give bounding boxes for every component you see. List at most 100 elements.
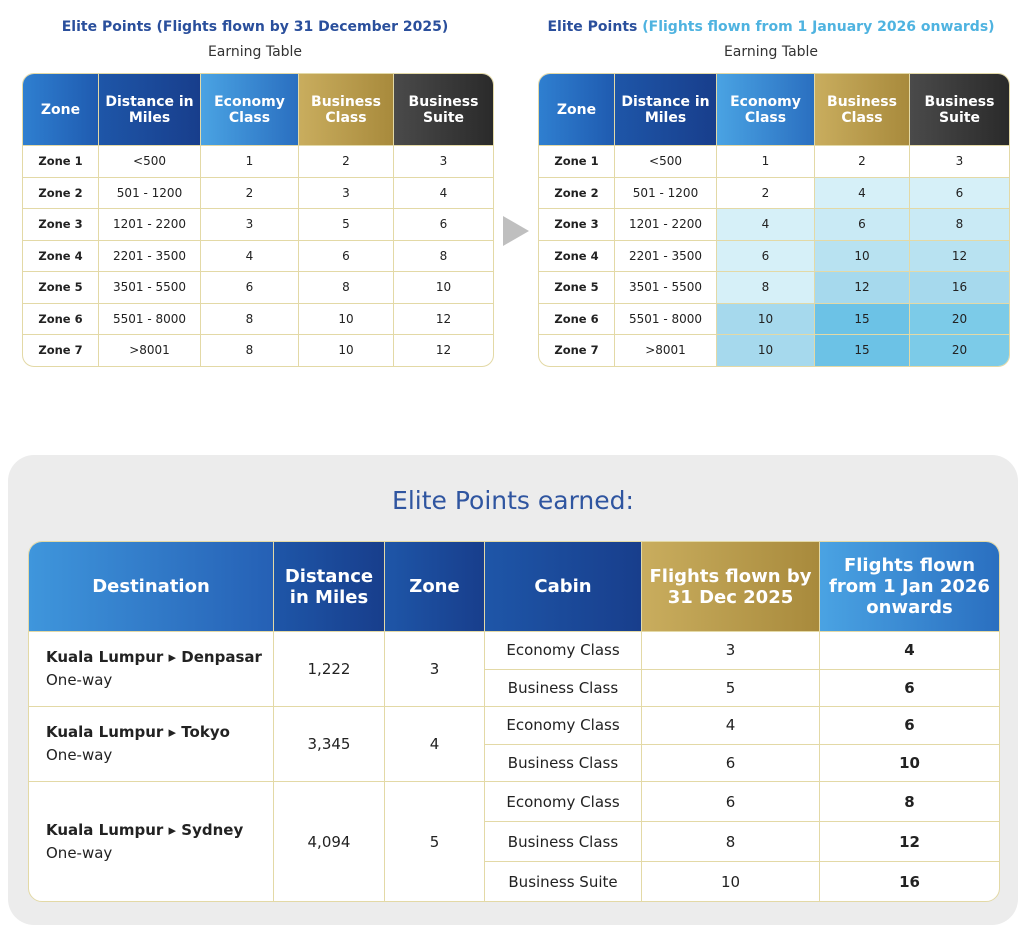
table-cell: 5501 - 8000 (615, 302, 717, 334)
table-cell: 3 (299, 176, 394, 208)
table-row: Zone 1 <500 1 2 3 (23, 145, 493, 177)
table-cell: 15 (815, 334, 910, 366)
points-2025-cell: 6 (642, 781, 820, 821)
table-cell: Zone 1 (539, 145, 615, 177)
table-row: Zone 7 >8001 10 15 20 (539, 334, 1009, 366)
header-cell: Distance in Miles (99, 74, 201, 145)
table-row: Zone 7 >8001 8 10 12 (23, 334, 493, 366)
table-cell: Zone 4 (23, 239, 99, 271)
header-cell: Flights flown from 1 Jan 2026 onwards (820, 542, 999, 631)
header-cell: Business Class (815, 74, 910, 145)
earning-table-2025: Zone Distance in Miles Economy Class Busine… (22, 73, 494, 367)
table-row: Zone 3 1201 - 2200 4 6 8 (539, 208, 1009, 240)
table-cell: Zone 6 (539, 302, 615, 334)
header-row: Zone Distance in Miles Economy Class Busine… (23, 74, 493, 145)
table-cell: 12 (394, 302, 493, 335)
right-table-subtitle: Earning Table (723, 44, 819, 60)
table-row: Zone 1 <500 1 2 3 (539, 145, 1009, 177)
points-2026-cell: 12 (820, 821, 999, 861)
cabin-cell: Economy Class (485, 781, 642, 821)
earning-table-2026: Zone Distance in Miles Economy Class Busine… (538, 73, 1010, 367)
cabin-cell: Business Class (485, 668, 642, 706)
table-cell: 3 (394, 145, 493, 177)
table-cell: 4 (201, 239, 299, 271)
trip-type: One-way (46, 671, 113, 689)
zone-cell: 3 (385, 631, 485, 706)
table-cell: 5501 - 8000 (99, 302, 201, 334)
table-cell: Zone 7 (23, 334, 99, 366)
header-cell: Zone (23, 74, 99, 145)
table-cell: 6 (394, 208, 493, 240)
table-cell: 1 (201, 145, 299, 177)
right-table-title: Elite Points (Flights flown from 1 Janua… (531, 19, 1011, 35)
header-cell: Zone (385, 542, 485, 631)
elite-points-earned-table: Destination Distance in Miles Zone Cabin Fli… (28, 541, 1000, 902)
table-cell: 1 (717, 145, 815, 177)
miles-cell: 3,345 (274, 706, 385, 781)
header-cell: Business Class (299, 74, 394, 145)
cabin-cell: Economy Class (485, 706, 642, 744)
table-row: Kuala Lumpur ▸ Denpasar One-way 1,222 3 Ec… (29, 631, 999, 706)
table-row: Zone 2 501 - 1200 2 4 6 (539, 176, 1009, 208)
table-cell: 20 (910, 334, 1009, 366)
points-2025-cell: 10 (642, 861, 820, 901)
table-cell: <500 (99, 145, 201, 177)
table-cell: 1201 - 2200 (615, 208, 717, 240)
table-cell: 5 (299, 208, 394, 240)
table-row: Zone 4 2201 - 3500 6 10 12 (539, 239, 1009, 271)
table-cell: 1201 - 2200 (99, 208, 201, 240)
table-cell: 2201 - 3500 (99, 239, 201, 271)
header-cell: Flights flown by 31 Dec 2025 (642, 542, 820, 631)
header-row: Destination Distance in Miles Zone Cabin Fli… (29, 542, 999, 631)
points-2026-cell: 6 (820, 668, 999, 707)
table-cell: 12 (394, 334, 493, 366)
right-title-period: (Flights flown from 1 January 2026 onwar… (642, 19, 995, 35)
points-2026-cell: 10 (820, 743, 999, 782)
header-cell: Distance in Miles (615, 74, 717, 145)
points-2026-cell: 16 (820, 861, 999, 901)
table-cell: 10 (299, 334, 394, 366)
header-cell: Distance in Miles (274, 542, 385, 631)
table-row: Zone 5 3501 - 5500 6 8 10 (23, 271, 493, 303)
table-cell: 3 (910, 145, 1009, 177)
table-cell: 2 (717, 176, 815, 208)
destination-cell: Kuala Lumpur ▸ Tokyo One-way (29, 706, 274, 781)
header-cell: Business Suite (910, 74, 1009, 145)
points-2025-cell: 6 (642, 743, 820, 781)
points-2026-cell: 8 (820, 781, 999, 821)
table-cell: Zone 5 (539, 271, 615, 303)
table-cell: 501 - 1200 (99, 176, 201, 208)
destination-cell: Kuala Lumpur ▸ Denpasar One-way (29, 631, 274, 706)
table-cell: 2 (299, 145, 394, 177)
points-2025-cell: 8 (642, 821, 820, 861)
cabin-cell: Economy Class (485, 631, 642, 669)
table-cell: Zone 6 (23, 302, 99, 334)
zone-cell: 5 (385, 781, 485, 901)
table-cell: 8 (299, 271, 394, 303)
table-cell: >8001 (615, 334, 717, 366)
table-row: Business Class 8 12 (29, 821, 999, 861)
cabin-cell: Business Suite (485, 861, 642, 901)
table-cell: 15 (815, 302, 910, 334)
points-2026-cell: 6 (820, 706, 999, 744)
right-title-main: Elite Points (547, 19, 638, 35)
trip-type: One-way (46, 843, 113, 862)
table-row: Zone 6 5501 - 8000 8 10 12 (23, 302, 493, 335)
arrow-right-icon (503, 216, 529, 246)
table-cell: 8 (910, 208, 1009, 240)
table-cell: Zone 3 (23, 208, 99, 240)
table-cell: 6 (717, 239, 815, 271)
table-row: Business Class 6 10 (29, 743, 999, 782)
zone-cell: 4 (385, 706, 485, 781)
table-cell: 10 (717, 302, 815, 334)
route: Kuala Lumpur ▸ Sydney (46, 820, 244, 839)
table-row: Kuala Lumpur ▸ Tokyo One-way 3,345 4 Econo… (29, 706, 999, 781)
table-cell: Zone 1 (23, 145, 99, 177)
table-row: Kuala Lumpur ▸ Sydney One-way 4,094 5 Econ… (29, 781, 999, 901)
points-2025-cell: 3 (642, 631, 820, 669)
header-cell: Cabin (485, 542, 642, 631)
table-cell: 2 (815, 145, 910, 177)
table-cell: 10 (394, 271, 493, 303)
cabin-cell: Business Class (485, 821, 642, 861)
table-cell: 3501 - 5500 (615, 271, 717, 303)
